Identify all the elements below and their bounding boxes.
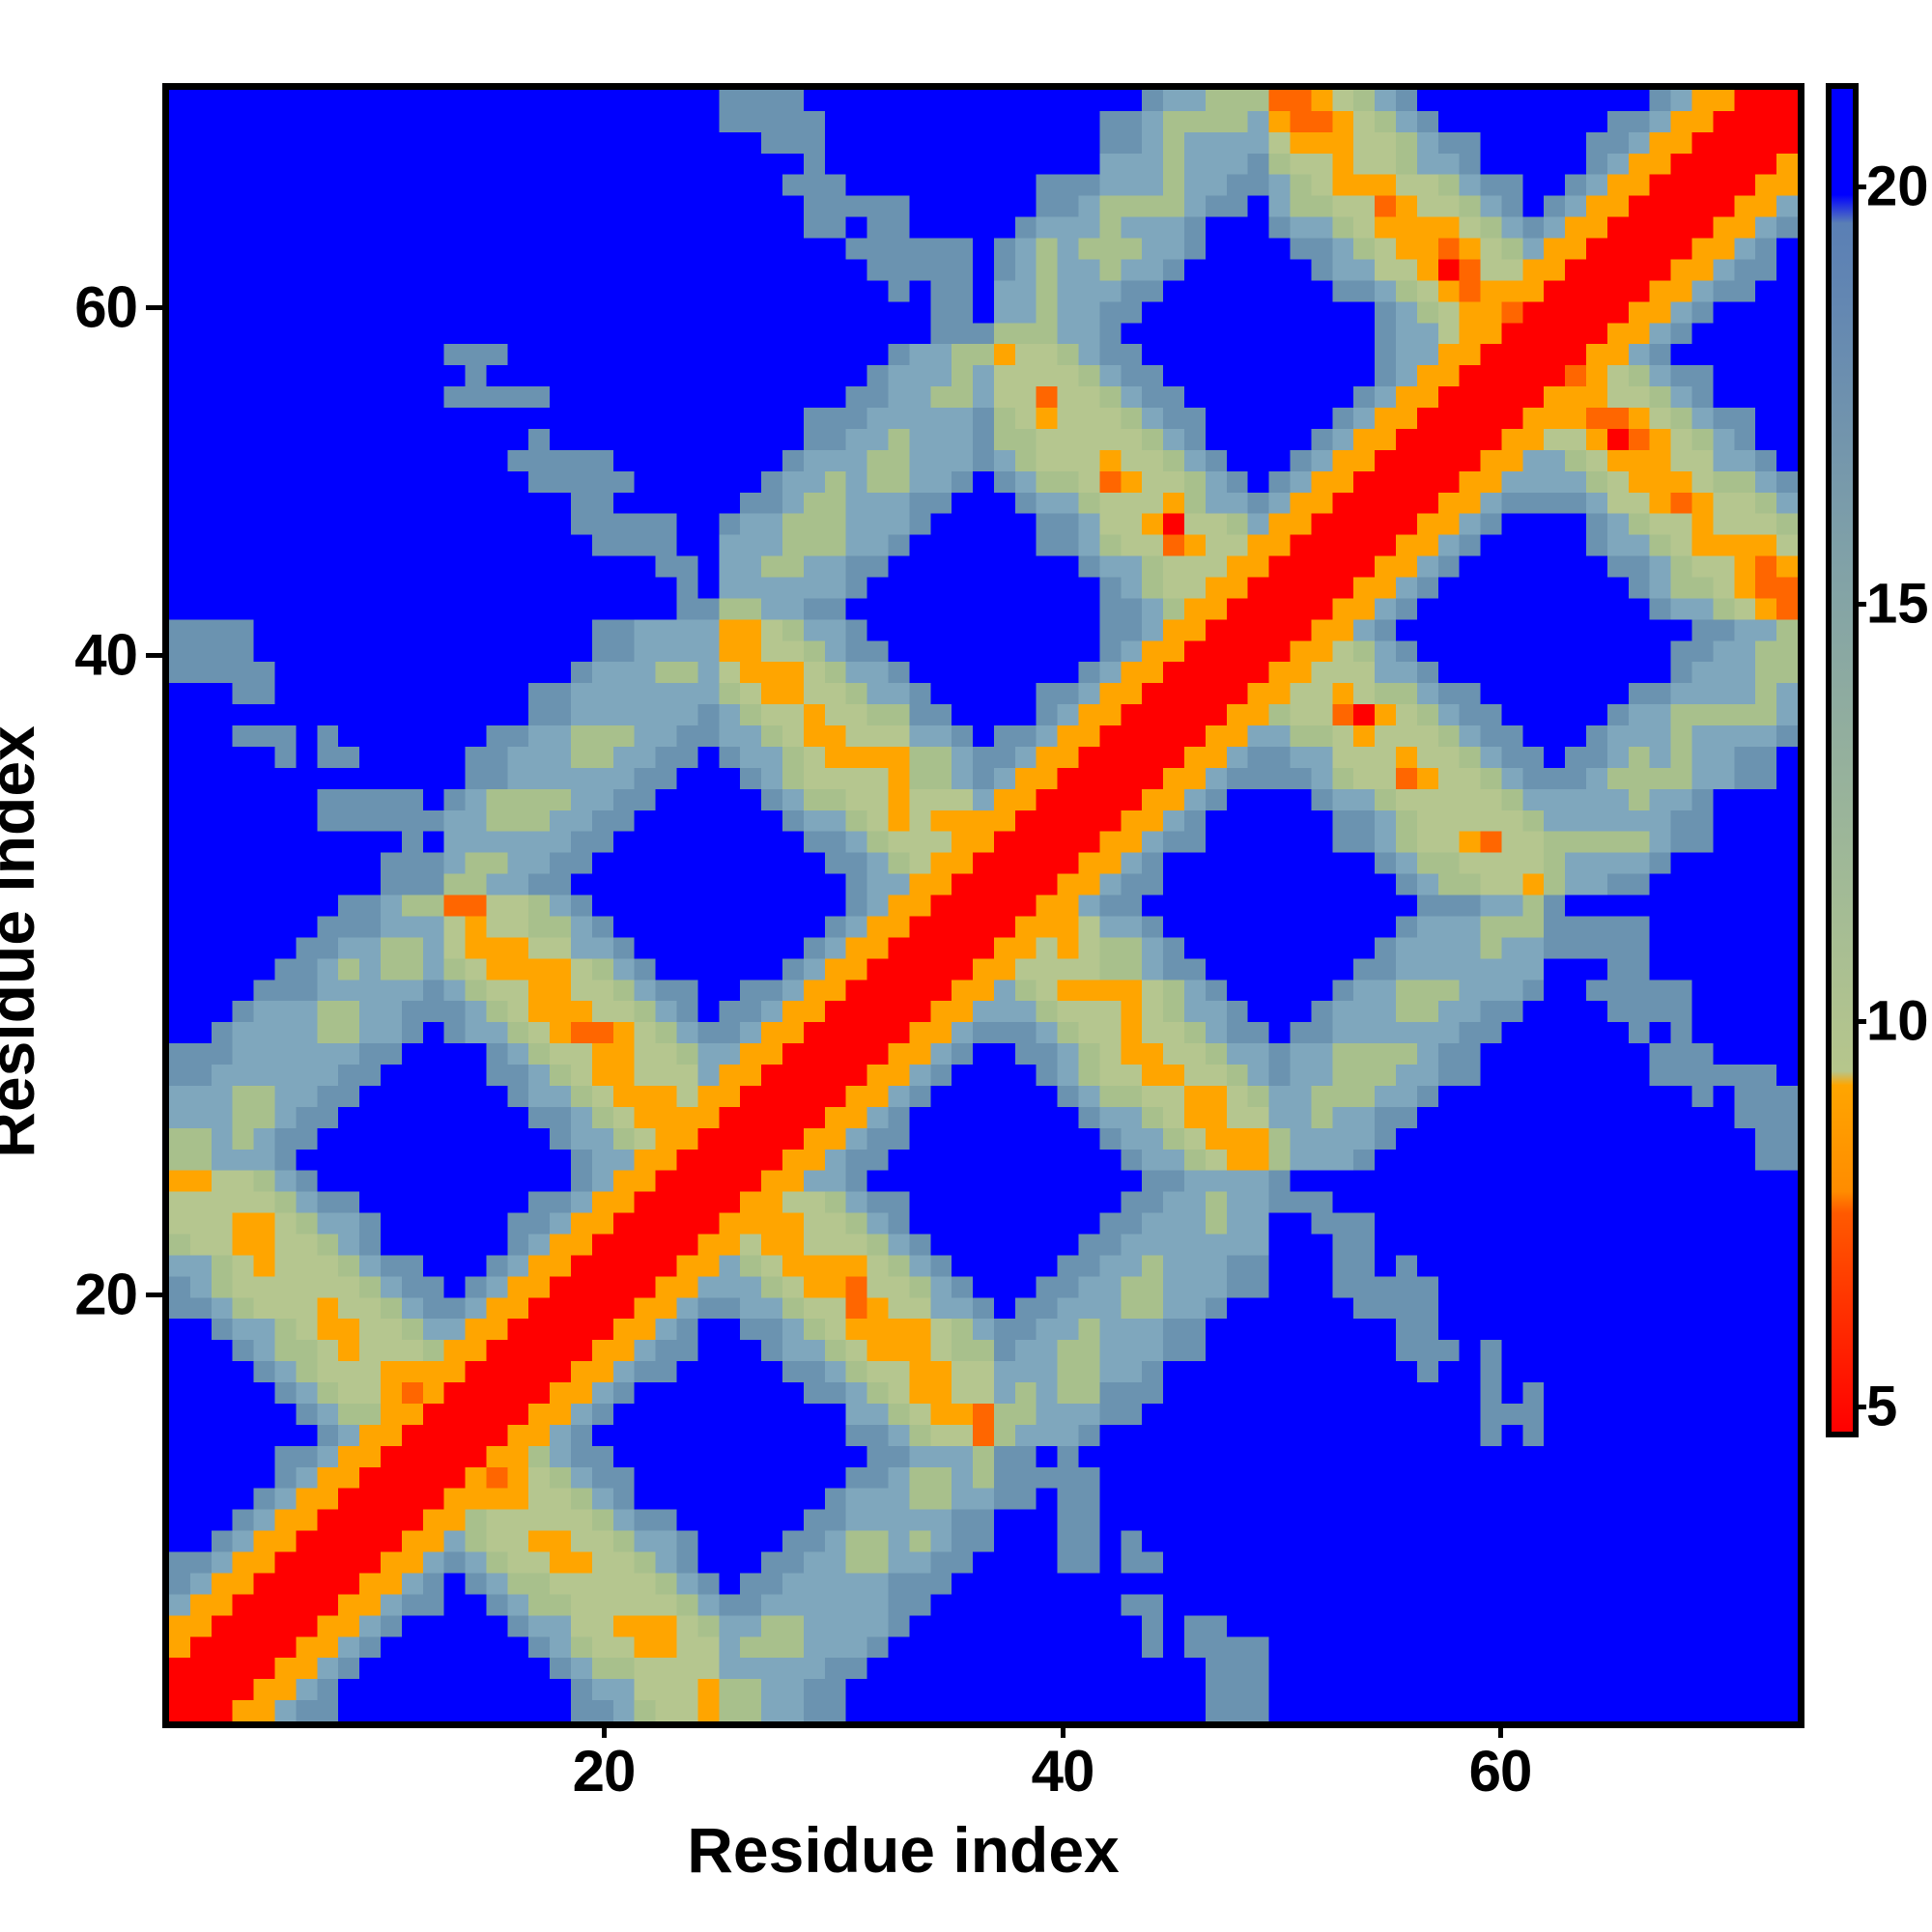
colorbar-tick-mark-10: [1853, 1019, 1866, 1024]
y-tick-label-40: 40: [74, 622, 138, 688]
y-tick-label-60: 60: [74, 274, 138, 340]
x-tick-label-40: 40: [1031, 1739, 1095, 1804]
colorbar-gradient: [1832, 89, 1853, 1432]
colorbar-tick-mark-15: [1853, 602, 1866, 607]
y-tick-mark-40: [146, 653, 162, 658]
x-tick-label-60: 60: [1468, 1739, 1533, 1804]
colorbar-tick-mark-20: [1853, 185, 1866, 189]
colorbar-tick-label-10: 10: [1866, 989, 1929, 1053]
y-tick-mark-60: [146, 305, 162, 310]
colorbar-tick-label-20: 20: [1866, 155, 1929, 218]
x-tick-mark-40: [1061, 1721, 1065, 1738]
x-tick-label-20: 20: [572, 1739, 637, 1804]
y-axis-title: Residue index: [0, 725, 47, 1158]
y-tick-mark-20: [146, 1293, 162, 1297]
colorbar-tick-label-15: 15: [1866, 572, 1929, 636]
x-tick-mark-20: [602, 1721, 607, 1738]
y-tick-label-20: 20: [74, 1262, 138, 1327]
colorbar-tick-mark-5: [1853, 1405, 1866, 1409]
colorbar-tick-label-5: 5: [1866, 1375, 1898, 1438]
heatmap-canvas: [169, 90, 1798, 1721]
heatmap-plot-area[interactable]: [162, 83, 1804, 1728]
x-tick-mark-60: [1498, 1721, 1503, 1738]
colorbar[interactable]: [1826, 83, 1859, 1437]
x-axis-title: Residue index: [687, 1814, 1120, 1886]
